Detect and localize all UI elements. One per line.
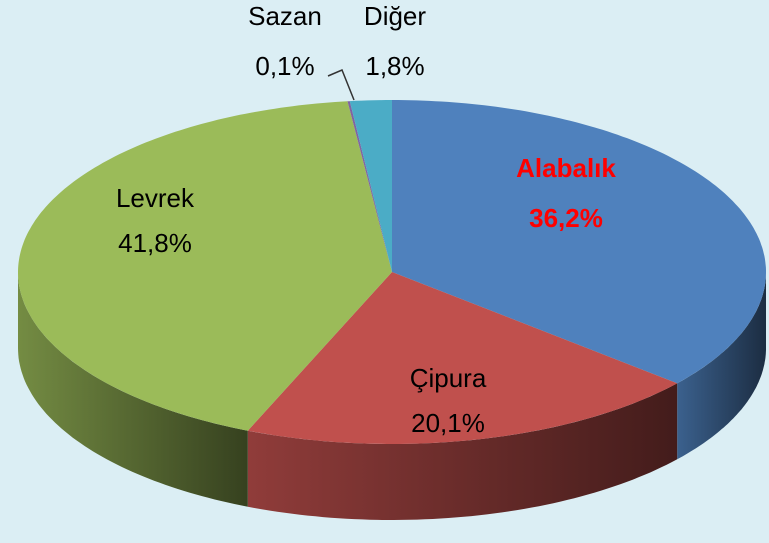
slice-label: Alabalık <box>516 153 616 183</box>
slice-label: Diğer <box>364 1 426 31</box>
slice-side <box>247 383 678 520</box>
slice <box>18 101 392 431</box>
slice-value-label: 36,2% <box>529 203 603 233</box>
slice-label: Levrek <box>116 183 195 213</box>
slice <box>247 272 678 444</box>
slice-value-label: 41,8% <box>118 228 192 258</box>
leader-line <box>327 69 355 101</box>
slice <box>392 100 766 384</box>
pie-tops <box>18 100 766 444</box>
pie-sides <box>18 272 766 520</box>
slice-value-label: 1,8% <box>365 51 424 81</box>
slice-label: Sazan <box>248 1 322 31</box>
slice-value-label: 20,1% <box>411 408 485 438</box>
slice <box>349 100 392 272</box>
slice-side <box>677 272 766 460</box>
slice-side <box>18 272 248 507</box>
labels: Alabalık 36,2% Çipura 20,1% Levrek 41,8% Sazan… <box>116 1 616 438</box>
slice-value-label: 0,1% <box>255 51 314 81</box>
slice-label: Çipura <box>410 363 487 393</box>
slice <box>347 101 392 272</box>
